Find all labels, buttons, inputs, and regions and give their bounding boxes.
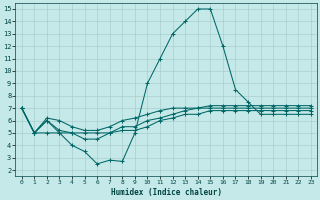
X-axis label: Humidex (Indice chaleur): Humidex (Indice chaleur) <box>111 188 222 197</box>
